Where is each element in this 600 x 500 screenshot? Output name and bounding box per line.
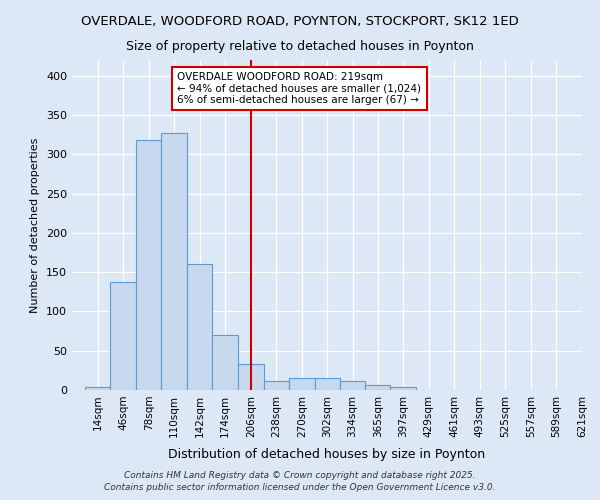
Bar xyxy=(238,364,263,390)
X-axis label: Distribution of detached houses by size in Poynton: Distribution of detached houses by size … xyxy=(169,448,485,461)
Bar xyxy=(391,387,416,390)
Bar xyxy=(187,264,212,390)
Text: OVERDALE WOODFORD ROAD: 219sqm
← 94% of detached houses are smaller (1,024)
6% o: OVERDALE WOODFORD ROAD: 219sqm ← 94% of … xyxy=(178,72,421,105)
Bar xyxy=(365,384,391,390)
Y-axis label: Number of detached properties: Number of detached properties xyxy=(31,138,40,312)
Bar xyxy=(314,378,340,390)
Text: OVERDALE, WOODFORD ROAD, POYNTON, STOCKPORT, SK12 1ED: OVERDALE, WOODFORD ROAD, POYNTON, STOCKP… xyxy=(81,15,519,28)
Bar xyxy=(340,380,365,390)
Bar xyxy=(263,380,289,390)
Bar xyxy=(85,387,110,390)
Bar xyxy=(161,133,187,390)
Text: Contains HM Land Registry data © Crown copyright and database right 2025.
Contai: Contains HM Land Registry data © Crown c… xyxy=(104,471,496,492)
Bar xyxy=(289,378,314,390)
Text: Size of property relative to detached houses in Poynton: Size of property relative to detached ho… xyxy=(126,40,474,53)
Bar xyxy=(110,282,136,390)
Bar xyxy=(212,335,238,390)
Bar xyxy=(136,140,161,390)
